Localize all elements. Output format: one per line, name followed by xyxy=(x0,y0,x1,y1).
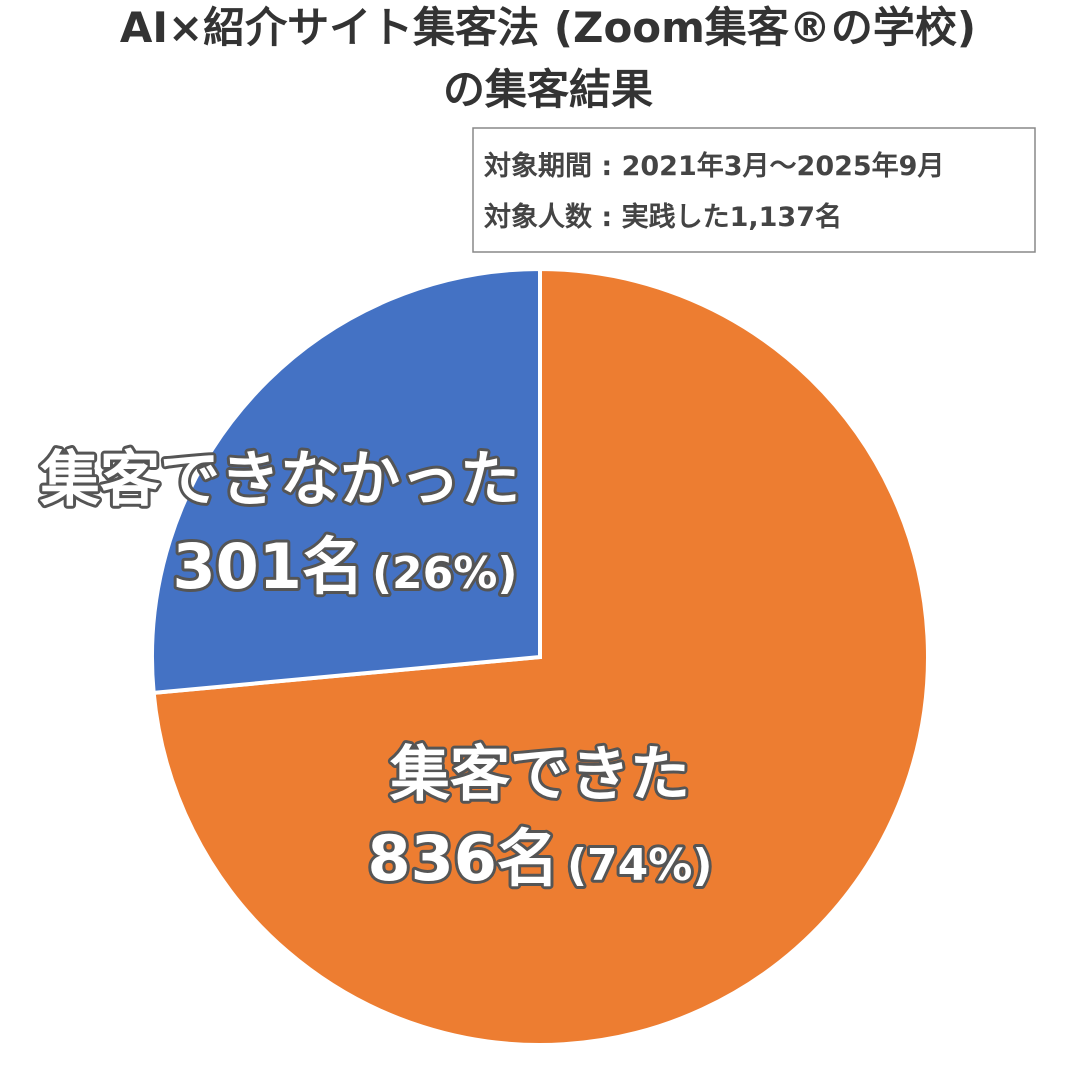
note: 対象期間 : 2021年3月～2025年9月 xyxy=(484,150,944,182)
slice-label: 集客できた xyxy=(389,740,690,810)
value-label: 836名 xyxy=(368,822,559,895)
note: 対象人数 : 実践した1,137名 xyxy=(484,201,842,233)
value-label: 301名 xyxy=(173,530,364,603)
pie-slice xyxy=(150,266,542,696)
value-label: 301名 (26%) xyxy=(173,530,518,603)
value-label: 836名 (74%) xyxy=(368,822,713,895)
percent-label: (26%) xyxy=(372,548,518,599)
percent-label: (74%) xyxy=(567,840,713,891)
note-box xyxy=(472,127,1036,253)
chart-title: AI×紹介サイト集客法 (Zoom集客®の学校) xyxy=(120,3,976,52)
slice-label: 集客できなかった xyxy=(39,445,520,515)
chart-title: の集客結果 xyxy=(443,65,653,114)
